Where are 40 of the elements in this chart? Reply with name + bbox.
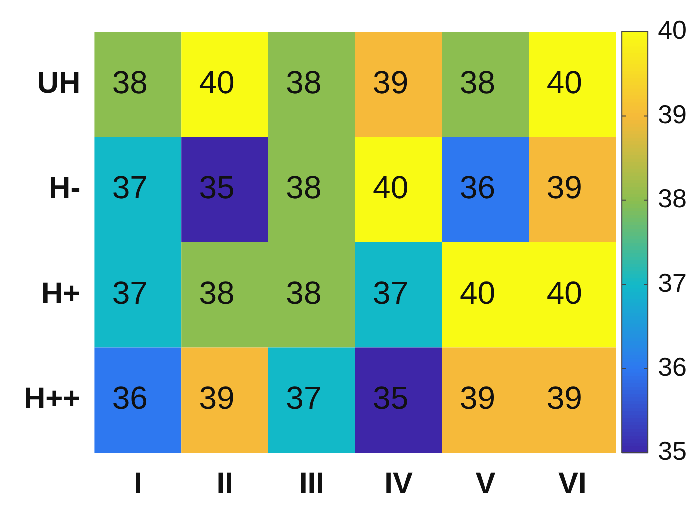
data-label: 38 <box>286 170 322 206</box>
data-label: 40 <box>546 64 582 100</box>
data-label: 38 <box>112 64 148 100</box>
color-bar-label: 38 <box>658 184 687 214</box>
x-tick-label: VI <box>558 467 587 500</box>
color-bar-label: 37 <box>658 268 687 298</box>
data-label: 37 <box>286 380 322 416</box>
data-label: 37 <box>373 274 409 311</box>
data-label: 35 <box>199 170 235 206</box>
data-label: 39 <box>546 170 582 206</box>
data-label: 40 <box>546 274 582 311</box>
data-label: 38 <box>286 274 322 311</box>
x-tick-label: III <box>299 467 324 500</box>
color-bar-label: 40 <box>658 15 687 46</box>
data-label: 35 <box>373 380 409 416</box>
x-tick-label: II <box>216 467 234 500</box>
data-label: 38 <box>199 274 235 311</box>
data-label: 36 <box>112 380 148 416</box>
data-label: 37 <box>112 274 148 311</box>
x-tick-label: IV <box>384 467 414 500</box>
data-label: 39 <box>460 380 496 416</box>
data-label: 37 <box>112 170 148 206</box>
y-tick-label: H++ <box>24 382 81 416</box>
y-tick-label: H- <box>49 172 81 206</box>
y-tick-label: H+ <box>42 277 81 310</box>
data-label: 40 <box>460 274 496 311</box>
data-label: 40 <box>373 170 409 206</box>
data-label: 36 <box>460 170 496 206</box>
data-label: 39 <box>199 380 235 416</box>
data-label: 38 <box>286 64 322 100</box>
x-tick-label: I <box>134 467 142 500</box>
y-tick-label: UH <box>37 66 81 100</box>
data-label: 38 <box>460 64 496 100</box>
color-bar-label: 39 <box>658 99 687 130</box>
x-tick-label: V <box>476 467 496 500</box>
color-bar-label: 36 <box>658 352 687 382</box>
data-label: 40 <box>199 64 235 100</box>
data-label: 39 <box>546 380 582 416</box>
data-label: 39 <box>373 64 409 100</box>
color-bar-label: 35 <box>658 436 687 466</box>
